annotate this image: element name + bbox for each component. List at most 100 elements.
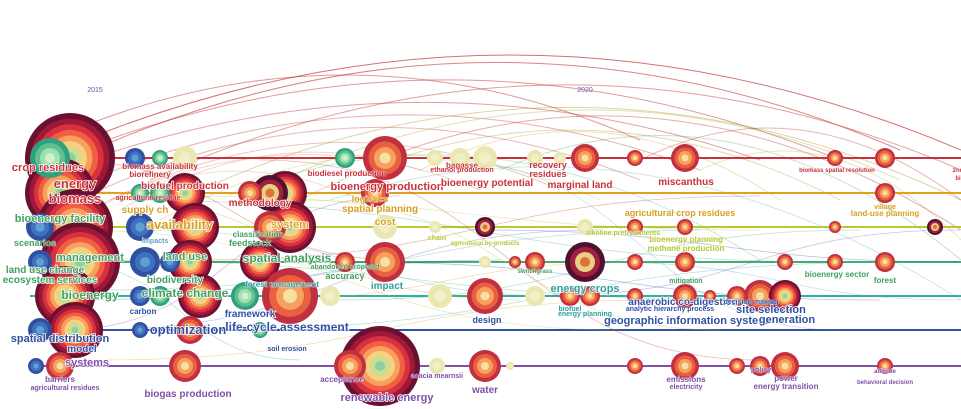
keyword-node[interactable] <box>554 152 566 164</box>
keyword-node[interactable] <box>125 148 145 168</box>
keyword-node[interactable] <box>777 254 793 270</box>
keyword-node[interactable] <box>169 350 201 382</box>
keyword-node[interactable] <box>475 217 495 237</box>
node-ring <box>286 223 294 231</box>
keyword-node[interactable] <box>580 286 600 306</box>
arc-2 <box>79 79 841 161</box>
keyword-node[interactable] <box>178 274 222 318</box>
keyword-node[interactable] <box>565 242 605 282</box>
keyword-node[interactable] <box>165 173 205 213</box>
keyword-node[interactable] <box>335 252 355 272</box>
keyword-node[interactable] <box>46 352 74 380</box>
keyword-node[interactable] <box>168 240 212 284</box>
keyword-node[interactable] <box>173 146 197 170</box>
keyword-node[interactable] <box>429 221 441 233</box>
keyword-node[interactable] <box>627 358 643 374</box>
keyword-node[interactable] <box>320 286 340 306</box>
keyword-node[interactable] <box>627 288 643 304</box>
keyword-node[interactable] <box>827 150 843 166</box>
node-ring <box>375 361 385 371</box>
keyword-node[interactable] <box>750 356 770 376</box>
keyword-node[interactable] <box>704 290 716 302</box>
keyword-node[interactable] <box>771 352 799 380</box>
keyword-node[interactable] <box>238 181 262 205</box>
keyword-node[interactable] <box>479 256 491 268</box>
keyword-node[interactable] <box>560 286 580 306</box>
keyword-node[interactable] <box>427 150 443 166</box>
keyword-node[interactable] <box>334 350 366 382</box>
keyword-label: bagasse <box>446 161 479 170</box>
keyword-node[interactable] <box>131 184 149 202</box>
keyword-node[interactable] <box>47 302 103 358</box>
keyword-node[interactable] <box>150 286 170 306</box>
keyword-node[interactable] <box>469 350 501 382</box>
keyword-node[interactable] <box>744 280 776 312</box>
keyword-node[interactable] <box>571 144 599 172</box>
keyword-node[interactable] <box>176 316 204 344</box>
node-ring <box>186 326 194 334</box>
keyword-node[interactable] <box>675 252 695 272</box>
keyword-label: carbon <box>130 307 157 316</box>
keyword-node[interactable] <box>875 148 895 168</box>
keyword-node[interactable] <box>827 254 843 270</box>
keyword-node[interactable] <box>28 250 52 274</box>
keyword-node[interactable] <box>577 219 593 235</box>
keyword-node[interactable] <box>428 284 452 308</box>
keyword-node[interactable] <box>875 183 895 203</box>
keyword-node[interactable] <box>627 254 643 270</box>
keyword-node[interactable] <box>671 352 699 380</box>
keyword-node[interactable] <box>365 242 405 282</box>
keyword-node[interactable] <box>525 252 545 272</box>
keyword-node[interactable] <box>26 213 54 241</box>
keyword-node[interactable] <box>231 282 259 310</box>
keyword-node[interactable] <box>525 286 545 306</box>
keyword-node[interactable] <box>877 358 893 374</box>
keyword-node[interactable] <box>240 242 280 282</box>
keyword-node[interactable] <box>363 136 407 180</box>
keyword-node[interactable] <box>28 358 44 374</box>
keyword-node[interactable] <box>509 256 521 268</box>
keyword-node[interactable] <box>927 219 943 235</box>
keyword-node[interactable] <box>254 211 286 243</box>
keyword-node[interactable] <box>506 362 514 370</box>
keyword-node[interactable] <box>30 138 70 178</box>
keyword-node[interactable] <box>450 148 470 168</box>
keyword-node[interactable] <box>130 286 150 306</box>
keyword-node[interactable] <box>262 268 318 324</box>
keyword-node[interactable] <box>160 252 180 272</box>
keyword-node[interactable] <box>28 318 52 342</box>
keyword-node[interactable] <box>150 183 170 203</box>
keyword-node[interactable] <box>627 219 643 235</box>
keyword-node[interactable] <box>673 284 697 308</box>
keyword-node[interactable] <box>335 148 355 168</box>
node-ring <box>157 190 163 196</box>
keyword-label: bi <box>955 176 961 182</box>
keyword-node[interactable] <box>875 252 895 272</box>
keyword-node[interactable] <box>373 215 397 239</box>
keyword-node[interactable] <box>677 219 693 235</box>
keyword-node[interactable] <box>627 150 643 166</box>
keyword-node[interactable] <box>132 322 148 338</box>
keyword-label: alkaline pretreatments <box>586 230 660 237</box>
keyword-node[interactable] <box>130 247 160 277</box>
keyword-node[interactable] <box>473 146 497 170</box>
keyword-label: impacts <box>142 238 169 245</box>
keyword-node[interactable] <box>252 322 268 338</box>
keyword-node[interactable] <box>527 150 543 166</box>
keyword-label: life-cycle assessment <box>225 320 348 334</box>
keyword-node[interactable] <box>171 203 219 251</box>
keyword-node[interactable] <box>252 175 288 211</box>
keyword-node[interactable] <box>769 280 801 312</box>
keyword-node[interactable] <box>152 150 168 166</box>
keyword-node[interactable] <box>829 221 841 233</box>
keyword-node[interactable] <box>429 358 445 374</box>
keyword-node[interactable] <box>467 278 503 314</box>
keyword-label: impact <box>371 281 404 292</box>
keyword-node[interactable] <box>671 144 699 172</box>
keyword-node[interactable] <box>126 213 154 241</box>
keyword-node[interactable] <box>361 179 389 207</box>
keyword-label: methane production <box>648 244 725 253</box>
keyword-node[interactable] <box>727 286 747 306</box>
keyword-node[interactable] <box>340 326 420 406</box>
keyword-node[interactable] <box>729 358 745 374</box>
